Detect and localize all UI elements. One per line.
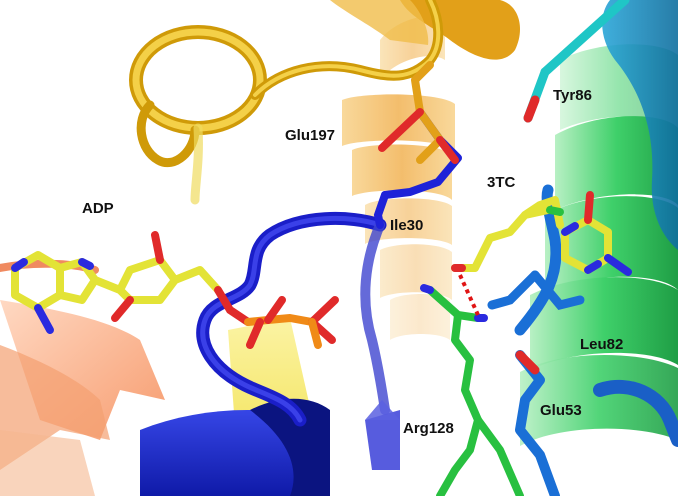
label-arg128: Arg128 xyxy=(403,420,454,437)
hydrogen-bond xyxy=(458,274,480,316)
3tc-ligand xyxy=(451,191,632,276)
label-glu53: Glu53 xyxy=(540,402,582,419)
label-ile30: Ile30 xyxy=(390,217,423,234)
leu82-glu53-sticks xyxy=(487,184,678,496)
gold-loop-ring xyxy=(129,0,444,205)
label-tyr86: Tyr86 xyxy=(553,87,592,104)
blue-helix-bottom xyxy=(140,398,330,496)
salmon-beta-sheet xyxy=(0,259,165,496)
label-leu82: Leu82 xyxy=(580,336,623,353)
glu197-ile30-sticks xyxy=(373,61,462,229)
cyan-stick xyxy=(523,0,630,123)
gold-helix-top xyxy=(330,0,520,60)
label-adp: ADP xyxy=(82,200,114,217)
arg128-sticks xyxy=(420,284,524,496)
label-3tc: 3TC xyxy=(487,174,516,191)
adp-ligand xyxy=(11,231,339,349)
label-glu197: Glu197 xyxy=(285,127,335,144)
teal-helix xyxy=(602,0,678,250)
